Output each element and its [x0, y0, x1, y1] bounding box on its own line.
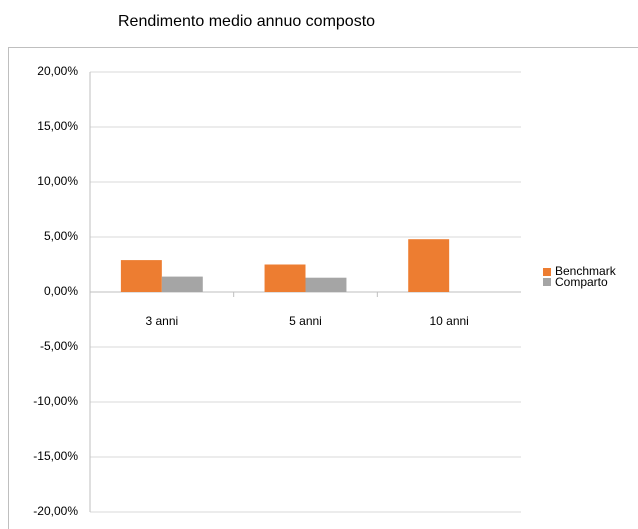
- bar: [408, 239, 450, 292]
- bar: [264, 264, 306, 292]
- y-tick-label: -20,00%: [33, 504, 78, 518]
- y-tick-label: -5,00%: [40, 339, 78, 353]
- y-tick-label: 5,00%: [44, 229, 78, 243]
- legend-swatch: [543, 278, 551, 286]
- x-tick-label: 10 anni: [429, 314, 468, 328]
- chart-title: Rendimento medio annuo composto: [118, 13, 375, 30]
- bar: [161, 276, 203, 292]
- y-tick-label: 10,00%: [37, 174, 78, 188]
- y-tick-label: -10,00%: [33, 394, 78, 408]
- x-tick-label: 3 anni: [145, 314, 178, 328]
- y-tick-label: 20,00%: [37, 64, 78, 78]
- legend-label: Benchmark: [555, 264, 617, 278]
- x-tick-label: 5 anni: [289, 314, 322, 328]
- y-tick-label: 0,00%: [44, 284, 78, 298]
- legend-swatch: [543, 268, 551, 276]
- bar: [305, 277, 347, 292]
- y-tick-label: 15,00%: [37, 119, 78, 133]
- y-tick-label: -15,00%: [33, 449, 78, 463]
- legend-label: Comparto: [555, 275, 608, 289]
- bar: [120, 260, 162, 292]
